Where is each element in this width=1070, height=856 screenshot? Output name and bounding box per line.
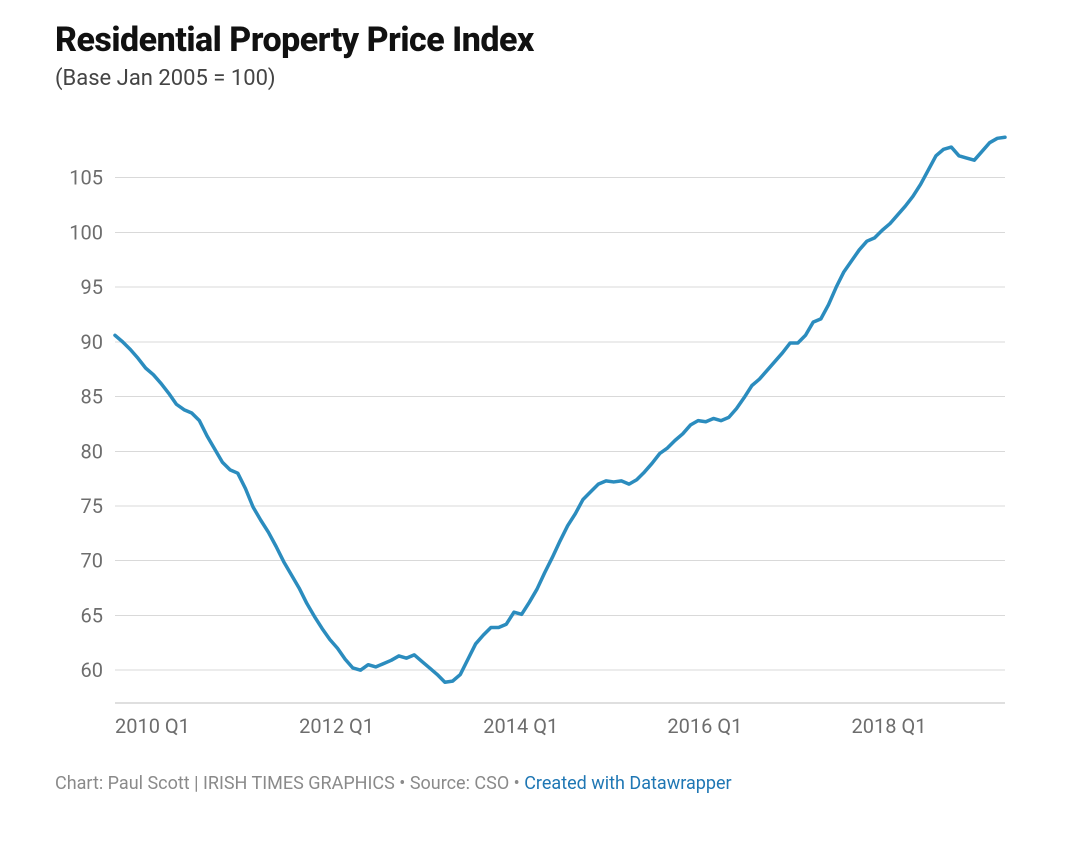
svg-text:65: 65 [81, 603, 103, 627]
svg-text:105: 105 [69, 166, 103, 190]
footer-credit: Chart: Paul Scott | IRISH TIMES GRAPHICS… [55, 773, 524, 794]
svg-text:80: 80 [81, 439, 103, 463]
svg-text:60: 60 [81, 658, 103, 682]
svg-text:2014 Q1: 2014 Q1 [483, 714, 558, 738]
line-chart-svg: 60 65 70 75 80 85 90 95 100 105 2010 Q1 2012 Q1 2014… [55, 115, 1015, 755]
datawrapper-link[interactable]: Created with Datawrapper [524, 773, 731, 794]
svg-text:2012 Q1: 2012 Q1 [299, 714, 374, 738]
svg-text:2016 Q1: 2016 Q1 [667, 714, 742, 738]
chart-footer: Chart: Paul Scott | IRISH TIMES GRAPHICS… [55, 773, 1015, 794]
svg-text:95: 95 [81, 275, 103, 299]
chart-container: Residential Property Price Index (Base J… [0, 0, 1070, 856]
svg-text:90: 90 [81, 330, 103, 354]
svg-text:2010 Q1: 2010 Q1 [115, 714, 190, 738]
chart-subtitle: (Base Jan 2005 = 100) [55, 66, 1015, 91]
svg-text:100: 100 [69, 220, 103, 244]
svg-text:70: 70 [81, 549, 103, 573]
plot-area: 60 65 70 75 80 85 90 95 100 105 2010 Q1 2012 Q1 2014… [55, 115, 1015, 755]
svg-text:75: 75 [81, 494, 103, 518]
svg-text:2018 Q1: 2018 Q1 [852, 714, 927, 738]
svg-text:85: 85 [81, 385, 103, 409]
chart-title: Residential Property Price Index [55, 20, 1015, 60]
